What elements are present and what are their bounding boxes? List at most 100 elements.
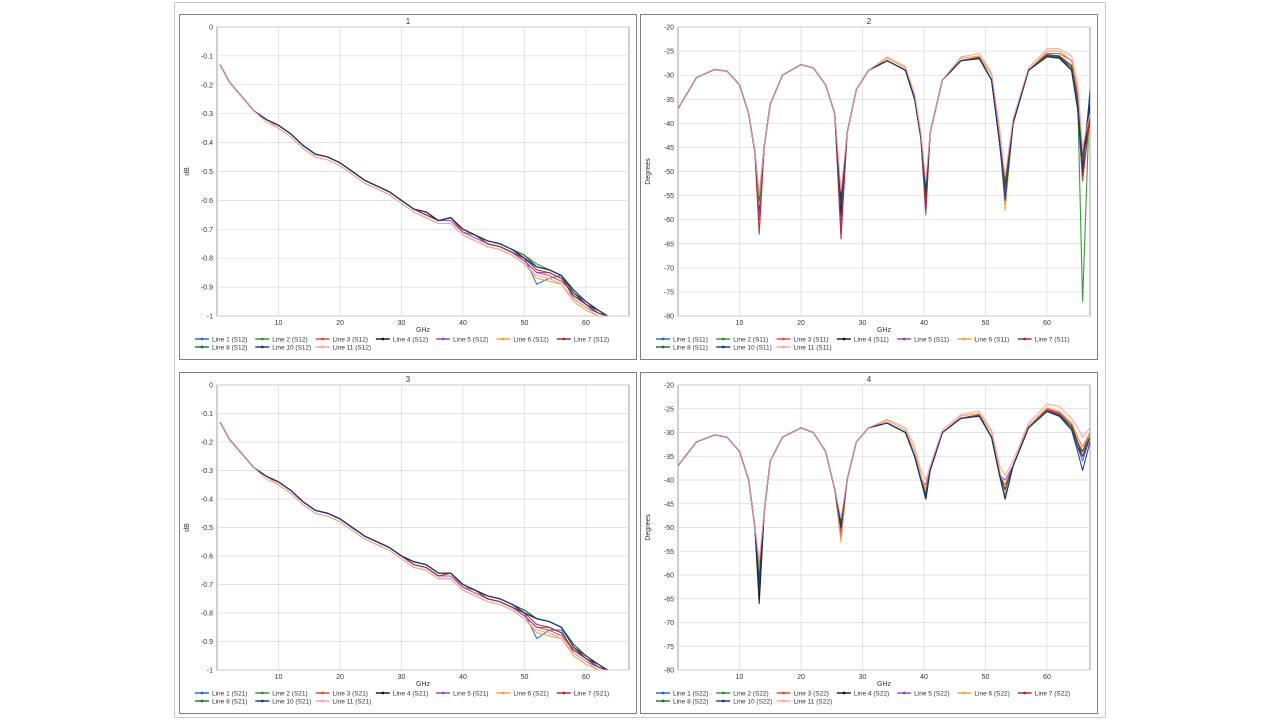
legend-label: Line 5 (S12) <box>453 336 488 343</box>
series-line-10 <box>678 403 1090 562</box>
y-tick-label: -0.3 <box>201 468 213 475</box>
y-tick-label: -0.6 <box>201 554 213 561</box>
x-tick-label: 50 <box>521 320 529 327</box>
legend-label: Line 10 (S12) <box>272 344 311 351</box>
legend-label: Line 11 (S11) <box>794 344 832 351</box>
legend-label: Line 11 (S22) <box>794 698 833 705</box>
x-tick-label: 50 <box>521 674 529 681</box>
legend-label: Line 7 (S21) <box>574 690 609 697</box>
legend-marker <box>562 337 566 341</box>
legend-marker <box>260 699 264 703</box>
legend-label: Line 4 (S12) <box>393 336 428 343</box>
legend-marker <box>721 699 725 703</box>
y-tick-label: -1 <box>207 314 213 321</box>
y-tick-label: -80 <box>664 668 674 675</box>
legend-marker <box>661 699 665 703</box>
legend-marker <box>902 337 906 341</box>
series-line-9 <box>678 411 1090 590</box>
legend-label: Line 8 (S11) <box>673 344 708 351</box>
y-tick-label: -0.7 <box>201 582 213 589</box>
y-tick-label: -75 <box>664 644 674 651</box>
legend-label: Line 7 (S12) <box>574 336 609 343</box>
legend-label: Line 2 (S21) <box>272 690 307 697</box>
series-line-9 <box>219 421 608 671</box>
x-axis-label: GHz <box>877 681 892 688</box>
legend-marker <box>721 337 725 341</box>
legend-label: Line 3 (S22) <box>794 690 829 697</box>
y-tick-label: -35 <box>664 454 674 461</box>
legend-marker <box>562 691 566 695</box>
y-tick-label: -0.5 <box>201 525 213 532</box>
legend-label: Line 1 (S22) <box>673 690 708 697</box>
legend-label: Line 10 (S11) <box>733 344 772 351</box>
series-group <box>219 64 608 317</box>
y-tick-label: -65 <box>664 596 674 603</box>
y-tick-label: -35 <box>664 97 674 104</box>
legend-label: Line 2 (S11) <box>733 336 768 343</box>
chart-title: 4 <box>867 375 872 384</box>
x-tick-label: 10 <box>736 320 744 327</box>
x-tick-label: 20 <box>797 320 805 327</box>
legend-marker <box>661 691 665 695</box>
series-group <box>219 421 608 671</box>
legend-marker <box>260 337 264 341</box>
legend-label: Line 6 (S22) <box>974 690 1009 697</box>
legend-marker <box>782 699 785 703</box>
y-tick-label: -0.9 <box>201 639 213 646</box>
y-tick-label: -0.6 <box>201 198 213 205</box>
legend-label: Line 11 (S21) <box>333 698 372 705</box>
x-tick-label: 20 <box>797 674 805 681</box>
legend-marker <box>321 699 324 703</box>
y-tick-label: -60 <box>664 217 674 224</box>
legend-marker <box>381 337 385 341</box>
x-axis-label: GHz <box>877 327 892 334</box>
legend-label: Line 8 (S22) <box>673 698 708 705</box>
legend-marker <box>200 699 204 703</box>
series-line-9 <box>219 64 608 317</box>
y-tick-label: -0.5 <box>201 169 213 176</box>
x-tick-label: 40 <box>920 674 928 681</box>
y-tick-label: -25 <box>664 406 674 413</box>
legend-label: Line 3 (S21) <box>333 690 368 697</box>
legend-label: Line 7 (S11) <box>1035 336 1070 343</box>
y-tick-label: -0.7 <box>201 227 213 234</box>
legend-marker <box>721 691 725 695</box>
x-axis-label: GHz <box>416 681 431 688</box>
legend-label: Line 6 (S11) <box>974 336 1009 343</box>
y-tick-label: -0.4 <box>201 497 213 504</box>
legend-marker <box>782 337 785 341</box>
x-tick-label: 60 <box>1043 320 1051 327</box>
legend-marker <box>842 337 846 341</box>
y-tick-label: -50 <box>664 169 674 176</box>
x-tick-label: 40 <box>920 320 928 327</box>
chart-s22-return: 4 10 20 30 40 50 60 -20 -25 -30 -35 -40 -45 -50 -55 -60… <box>645 375 1091 705</box>
y-axis-label: dB <box>184 167 191 176</box>
legend-marker <box>200 337 204 341</box>
legend-label: Line 4 (S22) <box>854 690 889 697</box>
y-tick-label: -30 <box>664 430 674 437</box>
legend-marker <box>963 337 966 341</box>
y-tick-label: -65 <box>664 241 674 248</box>
y-tick-label: -20 <box>664 25 674 32</box>
y-tick-label: -0.2 <box>201 440 213 447</box>
legend-marker <box>1023 691 1027 695</box>
x-tick-label: 50 <box>982 320 990 327</box>
legend-marker <box>963 691 966 695</box>
x-tick-label: 50 <box>982 674 990 681</box>
legend-marker <box>381 691 385 695</box>
y-tick-label: -30 <box>664 73 674 80</box>
legend-marker <box>200 691 204 695</box>
y-tick-label: -0.4 <box>201 140 213 147</box>
legend-label: Line 1 (S12) <box>212 336 247 343</box>
legend-marker <box>321 691 324 695</box>
y-tick-label: -45 <box>664 501 674 508</box>
legend-marker <box>782 345 785 349</box>
y-tick-label: -80 <box>664 314 674 321</box>
y-tick-label: 0 <box>209 383 213 390</box>
legend-label: Line 3 (S11) <box>794 336 829 343</box>
y-tick-label: -50 <box>664 525 674 532</box>
y-tick-label: -40 <box>664 478 674 485</box>
y-axis-label: Degrees <box>645 514 652 541</box>
x-tick-label: 60 <box>1043 674 1051 681</box>
y-axis-label: dB <box>184 523 191 532</box>
